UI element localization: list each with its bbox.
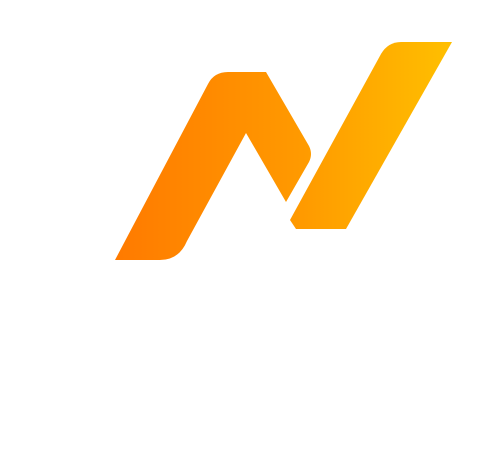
stylized-n-logo-icon (115, 42, 452, 260)
logo-right-stroke (290, 42, 452, 229)
blank-area (0, 300, 500, 462)
logo-left-stroke (115, 72, 311, 260)
logo (115, 42, 452, 260)
